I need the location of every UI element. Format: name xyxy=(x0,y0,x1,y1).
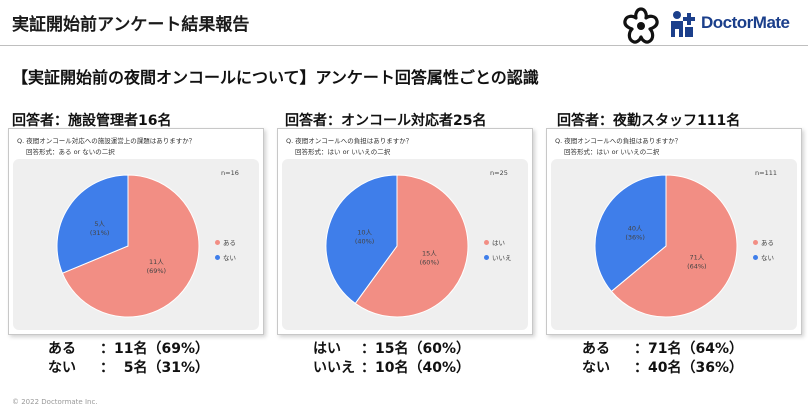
pie-chart-oncall: 15人(60%) 10人(40%) xyxy=(325,174,469,318)
slice-count-label: 15人 xyxy=(422,250,437,258)
slice-count-label: 5人 xyxy=(94,220,105,228)
question-text: Q. 夜間オンコール対応への施設運営上の課題はありますか？ xyxy=(17,137,196,145)
legend-entry: ある xyxy=(215,237,236,247)
legend-entry: はい xyxy=(484,237,512,247)
pie-chart-managers: 11人(69%) 5人(31%) xyxy=(56,174,200,318)
answer-format-text: 回答形式：ある or ないの二択 xyxy=(26,148,115,156)
header-divider xyxy=(0,45,808,46)
summary-value: ：10名（40%） xyxy=(361,360,470,376)
legend: ある ない xyxy=(753,237,774,267)
chart-panel-oncall: Q. 夜間オンコールへの負担はありますか？ 回答形式：はい or いいえの二択 … xyxy=(277,128,533,335)
legend-label: いいえ xyxy=(492,254,512,262)
legend-label: ある xyxy=(761,239,774,247)
legend-entry: ある xyxy=(753,237,774,247)
answer-format-text: 回答形式：はい or いいえの二択 xyxy=(564,148,660,156)
section-title: 【実証開始前の夜間オンコールについて】アンケート回答属性ごとの認識 xyxy=(12,68,539,87)
sample-size-label: n=111 xyxy=(755,169,777,177)
legend-label: ない xyxy=(761,254,774,262)
slice-percent-label: (40%) xyxy=(355,237,375,245)
slice-percent-label: (69%) xyxy=(147,267,167,275)
question-text: Q. 夜間オンコールへの負担はありますか？ xyxy=(286,137,413,145)
legend-dot xyxy=(215,239,220,245)
summary-row: ある ：11名（69%） xyxy=(48,340,209,359)
chart-area: n=16 11人 (69%) 5人 (31%) ある ない xyxy=(13,159,259,330)
legend-dot xyxy=(753,254,758,260)
pie-chart-night-staff: 71人(64%) 40人(36%) xyxy=(594,174,738,318)
summary-row: ない ： 5名（31%） xyxy=(48,359,209,378)
pie-slice-ある xyxy=(61,174,200,318)
copyright-footer: © 2022 Doctormate Inc. xyxy=(12,398,98,406)
summary-row: いいえ ：10名（40%） xyxy=(313,359,470,378)
respondent-label-managers: 回答者：施設管理者16名 xyxy=(12,113,172,129)
pie-slice-ない xyxy=(56,174,129,274)
slide-header: 実証開始前アンケート結果報告 DoctorMate xyxy=(0,0,808,46)
legend: ある ない xyxy=(215,237,236,267)
summary-value: ： 5名（31%） xyxy=(100,360,209,376)
summary-row: ない ：40名（36%） xyxy=(582,359,743,378)
legend-dot xyxy=(753,239,758,245)
slice-percent-label: (31%) xyxy=(90,229,110,237)
summary-label: ない xyxy=(48,360,76,376)
respondent-label-night-staff: 回答者：夜勤スタッフ111名 xyxy=(557,113,741,129)
summary-value: ：11名（69%） xyxy=(100,341,209,357)
legend-entry: ない xyxy=(215,252,236,262)
summary-label: いいえ xyxy=(313,360,355,376)
sample-size-label: n=25 xyxy=(490,169,508,177)
legend-label: はい xyxy=(492,239,505,247)
summary-label: ない xyxy=(582,360,610,376)
summary-value: ：15名（60%） xyxy=(361,341,470,357)
legend-dot xyxy=(215,254,220,260)
flower-logo-icon xyxy=(623,7,659,44)
slice-count-label: 40人 xyxy=(628,225,643,233)
slice-percent-label: (60%) xyxy=(420,259,440,267)
chart-area: n=111 71人 (64%) 40人 (36%) ある ない xyxy=(551,159,797,330)
legend-entry: いいえ xyxy=(484,252,512,262)
summary-managers: ある ：11名（69%） ない ： 5名（31%） xyxy=(48,340,209,378)
question-text: Q. 夜間オンコールへの負担はありますか？ xyxy=(555,137,682,145)
slice-count-label: 71人 xyxy=(689,253,704,261)
legend-label: ない xyxy=(223,254,236,262)
logo-text: DoctorMate xyxy=(701,13,790,32)
legend-dot xyxy=(484,254,489,260)
summary-night-staff: ある ：71名（64%） ない ：40名（36%） xyxy=(582,340,743,378)
pie-slice-ない xyxy=(594,174,667,293)
doctor-person-icon xyxy=(671,11,695,37)
slice-count-label: 11人 xyxy=(149,258,164,266)
pie-slice-いいえ xyxy=(325,174,398,305)
summary-value: ：71名（64%） xyxy=(634,341,743,357)
legend-dot xyxy=(484,239,489,245)
slide-title: 実証開始前アンケート結果報告 xyxy=(12,15,250,35)
summary-label: ある xyxy=(48,341,76,357)
summary-oncall: はい ：15名（60%） いいえ ：10名（40%） xyxy=(313,340,470,378)
summary-label: はい xyxy=(313,341,341,357)
sample-size-label: n=16 xyxy=(221,169,239,177)
pie-slice-ある xyxy=(610,174,738,318)
answer-format-text: 回答形式：はい or いいえの二択 xyxy=(295,148,391,156)
pie-slice-はい xyxy=(354,174,469,318)
legend-entry: ない xyxy=(753,252,774,262)
slice-percent-label: (36%) xyxy=(625,234,645,242)
summary-label: ある xyxy=(582,341,610,357)
summary-row: ある ：71名（64%） xyxy=(582,340,743,359)
legend-label: ある xyxy=(223,239,236,247)
chart-panel-night-staff: Q. 夜間オンコールへの負担はありますか？ 回答形式：はい or いいえの二択 … xyxy=(546,128,802,335)
chart-panel-managers: Q. 夜間オンコール対応への施設運営上の課題はありますか？ 回答形式：ある or… xyxy=(8,128,264,335)
summary-value: ：40名（36%） xyxy=(634,360,743,376)
respondent-label-oncall: 回答者：オンコール対応者25名 xyxy=(285,113,487,129)
slice-percent-label: (64%) xyxy=(687,262,707,270)
legend: はい いいえ xyxy=(484,237,512,267)
slice-count-label: 10人 xyxy=(357,228,372,236)
chart-area: n=25 15人 (60%) 10人 (40%) はい いいえ xyxy=(282,159,528,330)
summary-row: はい ：15名（60%） xyxy=(313,340,470,359)
